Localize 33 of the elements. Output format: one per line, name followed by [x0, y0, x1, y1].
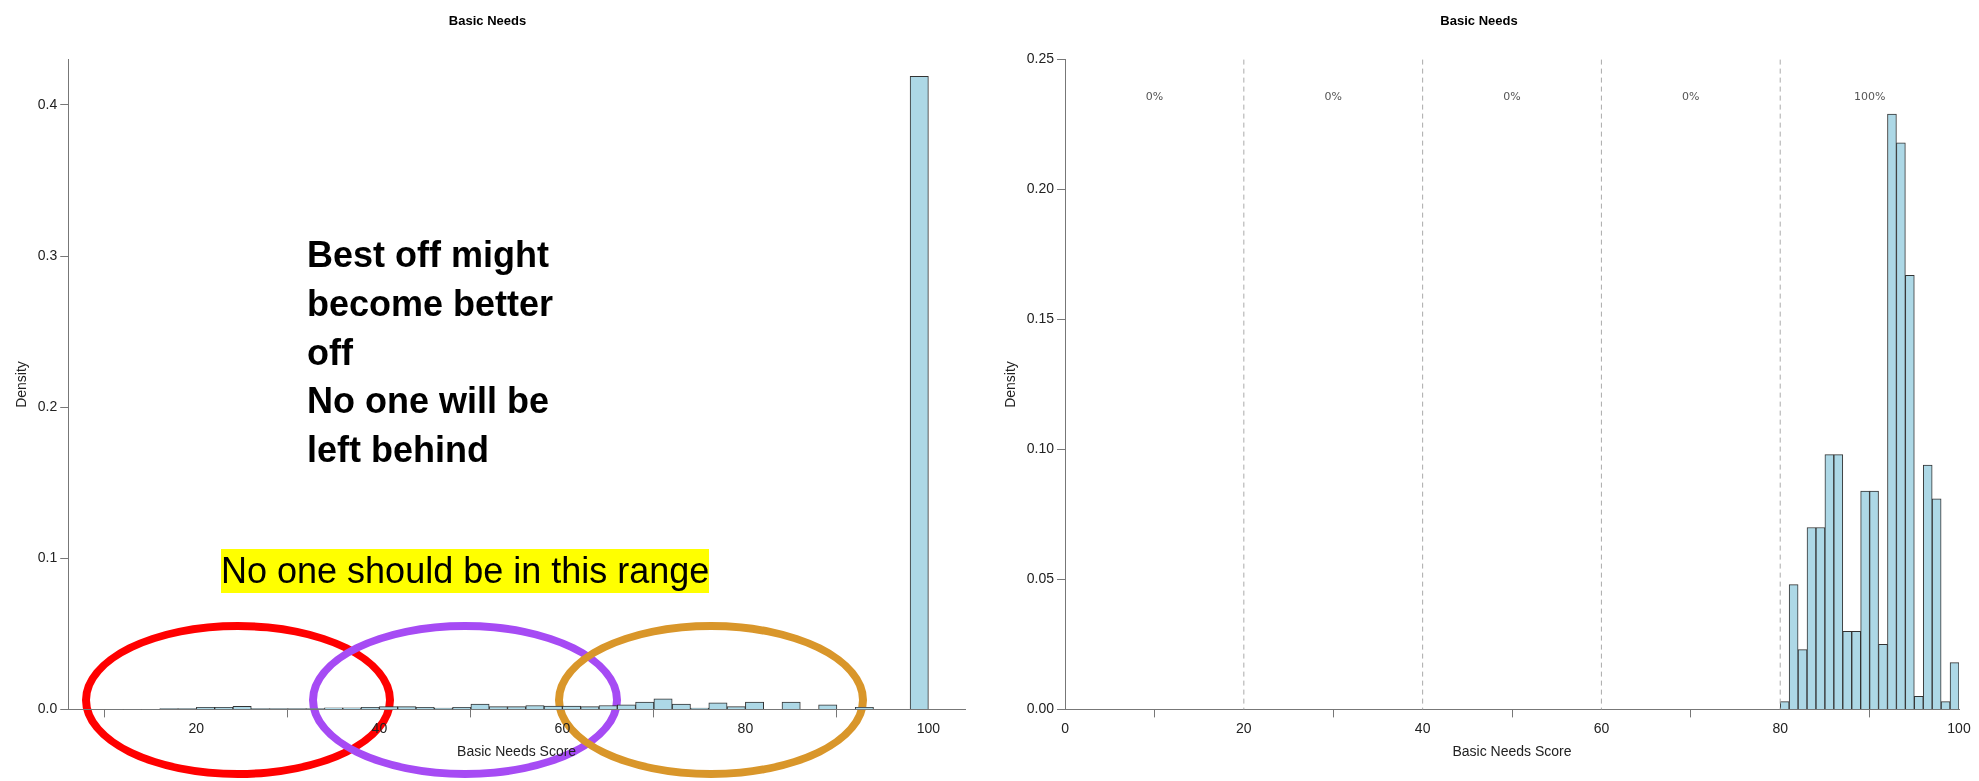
chart-title: Basic Needs [448, 13, 527, 29]
annotation: No one should be in this range [221, 549, 710, 593]
annotation: 0% [1145, 89, 1164, 103]
y-tick-label: 0.1 [37, 549, 58, 566]
annotation: Best off might become better off [307, 233, 555, 375]
x-tick-label: 0 [1061, 719, 1070, 736]
annotation: 0% [1682, 89, 1700, 103]
chart-title: Basic Needs [1440, 13, 1518, 29]
x-tick-label: 100 [1947, 719, 1971, 736]
y-tick-label: 0.05 [1026, 570, 1055, 587]
x-tick-label: 20 [1236, 719, 1252, 736]
y-axis-title: Density [1002, 361, 1019, 408]
annotation: 0% [1324, 89, 1342, 103]
x-tick-label: 100 [916, 719, 941, 736]
y-tick-label: 0.3 [37, 246, 58, 263]
annotation: 0% [1503, 89, 1521, 103]
y-tick-label: 0.20 [1026, 180, 1055, 197]
x-tick-label: 60 [1593, 719, 1610, 736]
y-tick-label: 0.2 [37, 398, 58, 415]
y-tick-label: 0.10 [1026, 440, 1055, 457]
annotation: 100% [1853, 89, 1886, 103]
y-tick-label: 0.00 [1026, 700, 1055, 717]
x-tick-label: 80 [737, 719, 754, 736]
y-tick-label: 0.15 [1026, 310, 1055, 327]
y-tick-label: 0.4 [37, 95, 58, 112]
annotation: No one will be left behind [307, 379, 550, 472]
y-tick-label: 0.25 [1026, 50, 1055, 67]
y-tick-label: 0.0 [37, 700, 58, 717]
y-axis-title: Density [13, 361, 30, 408]
x-tick-label: 80 [1772, 719, 1789, 736]
x-axis-title: Basic Needs Score [1452, 743, 1572, 760]
x-tick-label: 20 [188, 719, 205, 736]
x-tick-label: 40 [1414, 719, 1431, 736]
